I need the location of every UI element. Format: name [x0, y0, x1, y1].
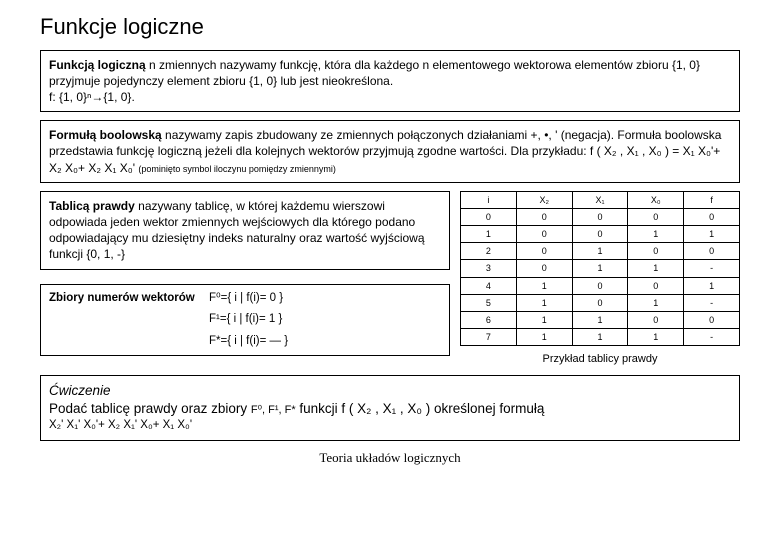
table-cell: 1	[516, 328, 572, 345]
def1-text: Funkcją logiczną n zmiennych nazywamy fu…	[49, 57, 731, 89]
exercise-formula: X₂' X₁' X₀'+ X₂ X₁' X₀+ X₁ X₀'	[49, 418, 731, 434]
table-row: 61100	[461, 311, 740, 328]
table-cell: 0	[461, 208, 517, 225]
table-cell: 0	[572, 277, 628, 294]
table-cell: 0	[572, 208, 628, 225]
def3-term: Tablicą prawdy	[49, 199, 135, 213]
def2-term: Formułą boolowską	[49, 128, 162, 142]
table-cell: 1	[572, 260, 628, 277]
truth-table-def-box: Tablicą prawdy nazywany tablicę, w które…	[40, 191, 450, 270]
table-cell: 1	[516, 277, 572, 294]
table-row: 00000	[461, 208, 740, 225]
table-cell: 0	[628, 277, 684, 294]
table-cell: 1	[516, 294, 572, 311]
def1-body: n zmiennych nazywamy funkcję, która dla …	[49, 58, 700, 88]
exercise-text-a: Podać tablicę prawdy oraz zbiory	[49, 401, 251, 416]
table-cell: 0	[628, 208, 684, 225]
table-cell: 1	[461, 226, 517, 243]
table-cell: 0	[516, 226, 572, 243]
exercise-title: Ćwiczenie	[49, 382, 731, 400]
exercise-box: Ćwiczenie Podać tablicę prawdy oraz zbio…	[40, 375, 740, 441]
table-row: 3011-	[461, 260, 740, 277]
table-cell: 0	[684, 208, 740, 225]
table-cell: 2	[461, 243, 517, 260]
definition-box-1: Funkcją logiczną n zmiennych nazywamy fu…	[40, 50, 740, 113]
table-cell: 1	[572, 311, 628, 328]
table-cell: 1	[572, 243, 628, 260]
table-header-cell: X₁	[572, 191, 628, 208]
table-cell: 0	[516, 260, 572, 277]
table-cell: 1	[628, 226, 684, 243]
def2-note: (pominięto symbol iloczynu pomiędzy zmie…	[138, 164, 336, 174]
table-cell: 0	[572, 226, 628, 243]
exercise-line: Podać tablicę prawdy oraz zbiory F⁰, F¹,…	[49, 400, 731, 418]
table-row: 20100	[461, 243, 740, 260]
set-fstar: F*={ i | f(i)= — }	[209, 334, 441, 350]
table-row: 41001	[461, 277, 740, 294]
table-row: 7111-	[461, 328, 740, 345]
def1-mapping: f: {1, 0}ⁿ→{1, 0}.	[49, 89, 731, 105]
set-f0: F⁰={ i | f(i)= 0 }	[209, 291, 441, 307]
table-row: 5101-	[461, 294, 740, 311]
table-cell: 0	[684, 311, 740, 328]
table-cell: 0	[516, 208, 572, 225]
set-f1: F¹={ i | f(i)= 1 }	[209, 312, 441, 328]
table-cell: 0	[628, 311, 684, 328]
table-cell: 0	[516, 243, 572, 260]
table-cell: 1	[628, 328, 684, 345]
table-cell: 0	[684, 243, 740, 260]
definition-box-2: Formułą boolowską nazywamy zapis zbudowa…	[40, 120, 740, 183]
table-cell: 4	[461, 277, 517, 294]
vector-sets-box: Zbiory numerów wektorów F⁰={ i | f(i)= 0…	[40, 284, 450, 357]
table-cell: 3	[461, 260, 517, 277]
table-row: 10011	[461, 226, 740, 243]
table-cell: 6	[461, 311, 517, 328]
table-header-cell: f	[684, 191, 740, 208]
table-cell: 7	[461, 328, 517, 345]
table-cell: 1	[684, 277, 740, 294]
page-title: Funkcje logiczne	[40, 12, 740, 42]
table-cell: 1	[684, 226, 740, 243]
table-cell: 0	[628, 243, 684, 260]
truth-table-caption: Przykład tablicy prawdy	[543, 352, 658, 367]
sets-label: Zbiory numerów wektorów	[49, 291, 209, 307]
table-header-cell: X₂	[516, 191, 572, 208]
exercise-text-c: funkcji f ( X₂ , X₁ , X₀ ) określonej fo…	[296, 401, 545, 416]
table-cell: 0	[572, 294, 628, 311]
table-cell: 5	[461, 294, 517, 311]
table-cell: 1	[572, 328, 628, 345]
exercise-sets: F⁰, F¹, F*	[251, 404, 296, 416]
table-cell: 1	[628, 294, 684, 311]
truth-table: iX₂X₁X₀f 0000010011201003011-410015101-6…	[460, 191, 740, 346]
def1-term: Funkcją logiczną	[49, 58, 146, 72]
table-cell: -	[684, 260, 740, 277]
table-cell: 1	[516, 311, 572, 328]
page-footer: Teoria układów logicznych	[40, 449, 740, 467]
table-header-cell: X₀	[628, 191, 684, 208]
table-header-cell: i	[461, 191, 517, 208]
def2-text: Formułą boolowską nazywamy zapis zbudowa…	[49, 127, 731, 176]
table-cell: 1	[628, 260, 684, 277]
table-cell: -	[684, 328, 740, 345]
table-cell: -	[684, 294, 740, 311]
